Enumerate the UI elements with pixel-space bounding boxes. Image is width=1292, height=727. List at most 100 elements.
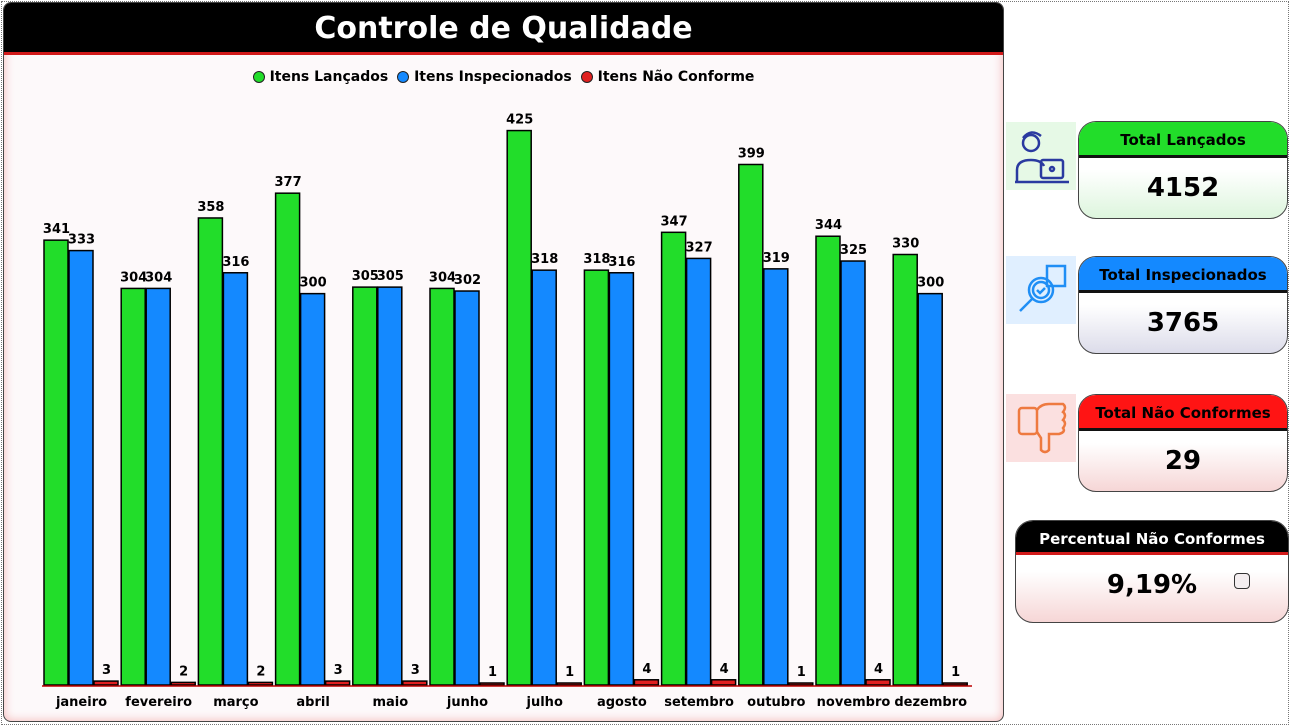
data-label: 316: [608, 255, 635, 270]
bar: [583, 269, 610, 686]
bar: [402, 680, 428, 686]
data-label: 4: [720, 662, 729, 677]
x-tick-label: novembro: [817, 695, 891, 710]
data-label: 333: [68, 233, 95, 248]
bar: [429, 287, 455, 686]
data-label: 319: [763, 251, 790, 266]
card-percentual-nao-conformes: Percentual Não Conformes 9,19%: [1015, 520, 1289, 623]
bar: [685, 257, 712, 686]
data-label: 3: [334, 663, 343, 678]
data-label: 304: [120, 270, 147, 285]
bar: [222, 272, 249, 686]
bar: [763, 268, 789, 686]
legend-label: Itens Lançados: [269, 69, 389, 85]
data-label: 318: [583, 252, 610, 267]
bar: [660, 231, 687, 686]
chart-panel: Controle de Qualidade Itens Lançados Ite…: [3, 2, 1004, 722]
bar: [68, 249, 94, 686]
bar: [170, 681, 196, 686]
data-label: 2: [179, 664, 188, 679]
x-tick-label: fevereiro: [125, 695, 192, 710]
bar: [815, 235, 841, 686]
bar: [531, 269, 557, 686]
card-value: 3765: [1146, 308, 1220, 338]
bar: [633, 679, 660, 686]
x-tick-label: janeiro: [55, 695, 107, 710]
person-laptop-icon: [1006, 122, 1076, 190]
bar-chart: 3413333janeiro3043042fevereiro3583162mar…: [42, 113, 972, 710]
chart-legend: Itens Lançados Itens Inspecionados Itens…: [4, 69, 1003, 87]
x-tick-label: outubro: [747, 695, 805, 710]
legend-label: Itens Não Conforme: [597, 69, 755, 85]
x-tick-label: maio: [372, 695, 408, 710]
x-tick-label: agosto: [597, 695, 647, 710]
bar: [865, 679, 891, 686]
bar: [247, 681, 274, 686]
legend-label: Itens Inspecionados: [414, 69, 572, 85]
x-tick-label: dezembro: [894, 695, 967, 710]
x-tick-label: julho: [526, 695, 563, 710]
card-label: Percentual Não Conformes: [1016, 521, 1288, 555]
bar: [506, 129, 532, 686]
bar: [43, 239, 69, 686]
legend-dot: [580, 71, 593, 83]
data-label: 318: [531, 252, 558, 267]
checkbox[interactable]: [1234, 573, 1250, 589]
data-label: 1: [488, 665, 497, 680]
data-label: 305: [352, 269, 379, 284]
card-value-text: 9,19%: [1106, 570, 1198, 600]
card-label: Total Inspecionados: [1079, 257, 1287, 293]
bar: [892, 253, 918, 686]
data-label: 341: [43, 222, 70, 237]
bar: [274, 192, 301, 686]
bar: [454, 290, 480, 686]
data-label: 358: [197, 200, 224, 215]
data-label: 1: [797, 665, 806, 680]
bar: [788, 682, 814, 686]
card-total-inspecionados: Total Inspecionados 3765: [1078, 256, 1288, 354]
bar: [197, 217, 224, 686]
data-label: 330: [892, 237, 919, 252]
data-label: 344: [815, 218, 842, 233]
data-label: 316: [222, 255, 249, 270]
bar: [120, 287, 146, 686]
data-label: 377: [275, 175, 302, 190]
bar: [299, 292, 326, 686]
bar: [917, 292, 943, 686]
x-tick-label: abril: [296, 695, 329, 710]
bar: [942, 682, 968, 686]
data-label: 302: [454, 273, 481, 288]
thumbs-down-icon: [1006, 394, 1076, 462]
legend-item-inspecionados[interactable]: Itens Inspecionados: [397, 69, 572, 85]
data-label: 300: [917, 276, 944, 291]
bar: [93, 680, 119, 686]
bar: [479, 682, 505, 686]
data-label: 399: [738, 146, 765, 161]
data-label: 347: [661, 214, 688, 229]
legend-dot: [252, 71, 265, 83]
card-value: 4152: [1146, 173, 1220, 203]
legend-item-lancados[interactable]: Itens Lançados: [252, 69, 389, 85]
bar: [840, 260, 866, 686]
magnifier-check-icon: [1006, 256, 1076, 324]
data-label: 1: [951, 665, 960, 680]
data-label: 1: [565, 665, 574, 680]
data-label: 3: [411, 663, 420, 678]
data-label: 4: [874, 662, 883, 677]
data-label: 425: [506, 113, 533, 128]
card-total-lancados: Total Lançados 4152: [1078, 121, 1288, 219]
data-label: 305: [377, 269, 404, 284]
bar: [324, 680, 351, 686]
bar: [608, 272, 635, 686]
x-tick-label: junho: [446, 695, 488, 710]
data-label: 304: [145, 270, 172, 285]
bar: [352, 286, 378, 686]
legend-item-nao-conforme[interactable]: Itens Não Conforme: [580, 69, 755, 85]
card-label: Total Lançados: [1079, 122, 1287, 158]
data-label: 300: [300, 276, 327, 291]
data-label: 327: [686, 240, 713, 255]
data-label: 4: [642, 662, 651, 677]
data-label: 2: [256, 664, 265, 679]
bar: [556, 682, 582, 686]
